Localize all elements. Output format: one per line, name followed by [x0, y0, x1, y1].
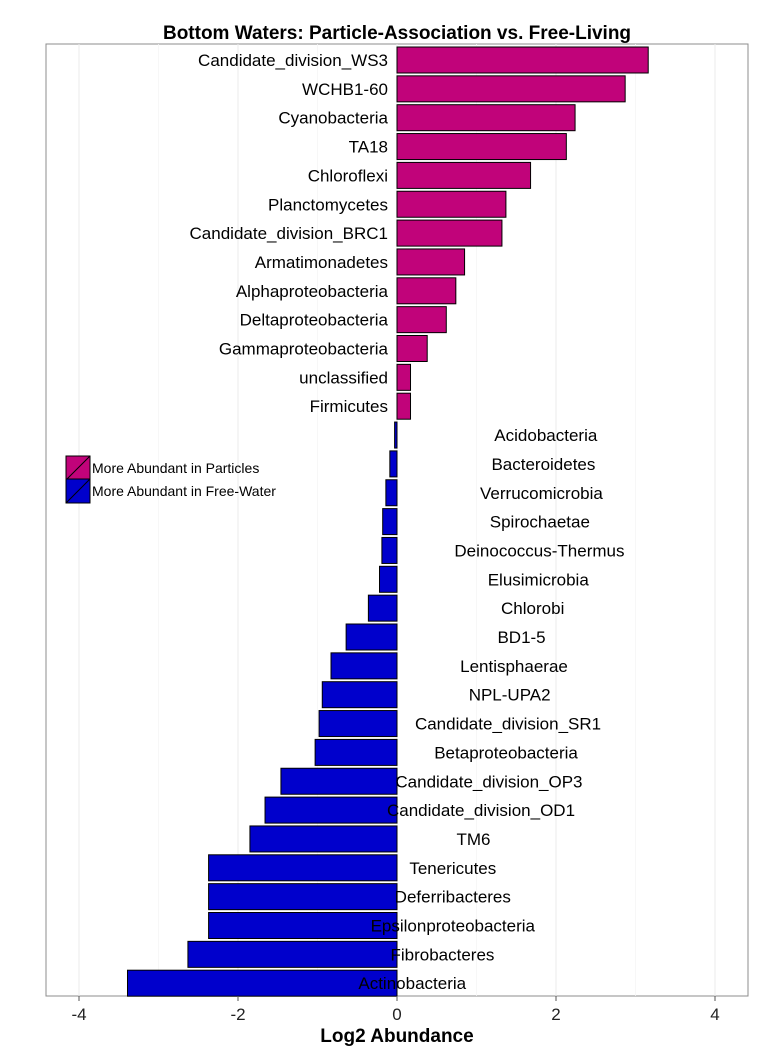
category-label: BD1-5 — [497, 628, 545, 647]
bar-candidate-division-sr1 — [318, 710, 398, 738]
category-label: Candidate_division_WS3 — [198, 51, 388, 70]
category-label: Chloroflexi — [308, 166, 388, 185]
category-label: Spirochaetae — [490, 513, 590, 532]
bar-lentisphaerae — [330, 652, 398, 680]
category-label: Chlorobi — [501, 599, 564, 618]
legend-swatch-slash — [65, 478, 91, 504]
category-label: Deinococcus-Thermus — [454, 541, 624, 560]
category-label: Actinobacteria — [358, 974, 466, 993]
x-axis: -4 -2 0 2 4 — [71, 996, 720, 1024]
category-label: Betaproteobacteria — [434, 743, 578, 762]
category-labels: Candidate_division_WS3 WCHB1-60 Cyanobacte… — [190, 51, 625, 993]
bar-bd1-5 — [345, 623, 398, 651]
category-label: NPL-UPA2 — [469, 686, 551, 705]
bar-alphaproteobacteria — [396, 277, 457, 305]
category-label: Elusimicrobia — [488, 570, 590, 589]
category-label: Tenericutes — [409, 859, 496, 878]
category-label: Planctomycetes — [268, 195, 388, 214]
bar-wchb1-60 — [396, 75, 626, 103]
bar-betaproteobacteria — [314, 738, 398, 766]
x-tick-label: 4 — [710, 1005, 719, 1024]
bar-spirochaetae — [382, 508, 398, 536]
bar-candidate-division-op3 — [280, 767, 398, 795]
bar-elusimicrobia — [379, 565, 398, 593]
bar-npl-upa2 — [321, 681, 398, 709]
bar-deltaproteobacteria — [396, 306, 447, 334]
bar-tenericutes — [208, 854, 398, 882]
legend-label-particles: More Abundant in Particles — [92, 460, 259, 476]
legend: More Abundant in Particles More Abundant… — [65, 455, 276, 504]
bar-cyanobacteria — [396, 104, 576, 132]
bar-candidate-division-ws3 — [396, 46, 649, 74]
bar-armatimonadetes — [396, 248, 466, 276]
bar-acidobacteria — [394, 421, 398, 449]
category-label: Candidate_division_BRC1 — [190, 224, 388, 243]
x-tick-label: 2 — [551, 1005, 560, 1024]
category-label: TA18 — [349, 138, 388, 157]
category-label: Lentisphaerae — [460, 657, 568, 676]
bar-firmicutes — [396, 392, 412, 420]
category-label: Gammaproteobacteria — [219, 340, 389, 359]
bar-verrucomicrobia — [385, 479, 398, 507]
bar-bacteroidetes — [389, 450, 398, 478]
bar-gammaproteobacteria — [396, 335, 428, 362]
category-label: unclassified — [299, 368, 388, 387]
category-label: Bacteroidetes — [491, 455, 595, 474]
category-label: Firmicutes — [310, 397, 388, 416]
bar-candidate-division-brc1 — [396, 219, 503, 247]
bar-actinobacteria — [126, 969, 398, 997]
bar-chloroflexi — [396, 161, 532, 189]
bars — [126, 46, 649, 997]
category-label: Alphaproteobacteria — [236, 282, 389, 301]
x-tick-label: -4 — [71, 1005, 86, 1024]
bar-chlorobi — [367, 594, 398, 622]
category-label: Candidate_division_SR1 — [415, 715, 601, 734]
category-label: Cyanobacteria — [278, 109, 388, 128]
x-axis-label: Log2 Abundance — [320, 1026, 473, 1047]
category-label: Armatimonadetes — [255, 253, 388, 272]
bar-deinococcus-thermus — [381, 536, 398, 564]
x-tick-label: -2 — [230, 1005, 245, 1024]
legend-swatch-slash — [65, 455, 91, 481]
category-label: Fibrobacteres — [390, 945, 494, 964]
bar-candidate-division-od1 — [264, 796, 398, 824]
category-label: Candidate_division_OD1 — [387, 801, 575, 820]
category-label: Verrucomicrobia — [480, 484, 603, 503]
category-label: Deltaproteobacteria — [240, 311, 389, 330]
category-label: Epsilonproteobacteria — [371, 917, 536, 936]
category-label: Acidobacteria — [494, 426, 598, 445]
x-tick-label: 0 — [392, 1005, 401, 1024]
chart-title: Bottom Waters: Particle-Association vs. … — [163, 23, 631, 44]
bar-epsilonproteobacteria — [208, 912, 398, 939]
bar-ta18 — [396, 133, 567, 161]
bar-fibrobacteres — [187, 940, 398, 968]
category-label: Candidate_division_OP3 — [395, 772, 582, 791]
legend-label-free-water: More Abundant in Free-Water — [92, 483, 276, 499]
category-label: WCHB1-60 — [302, 80, 388, 99]
category-label: TM6 — [456, 830, 490, 849]
category-label: Deferribacteres — [395, 888, 511, 907]
bar-deferribacteres — [208, 883, 398, 911]
bar-tm6 — [249, 825, 398, 853]
bar-planctomycetes — [396, 190, 507, 218]
bar-unclassified — [396, 363, 412, 391]
